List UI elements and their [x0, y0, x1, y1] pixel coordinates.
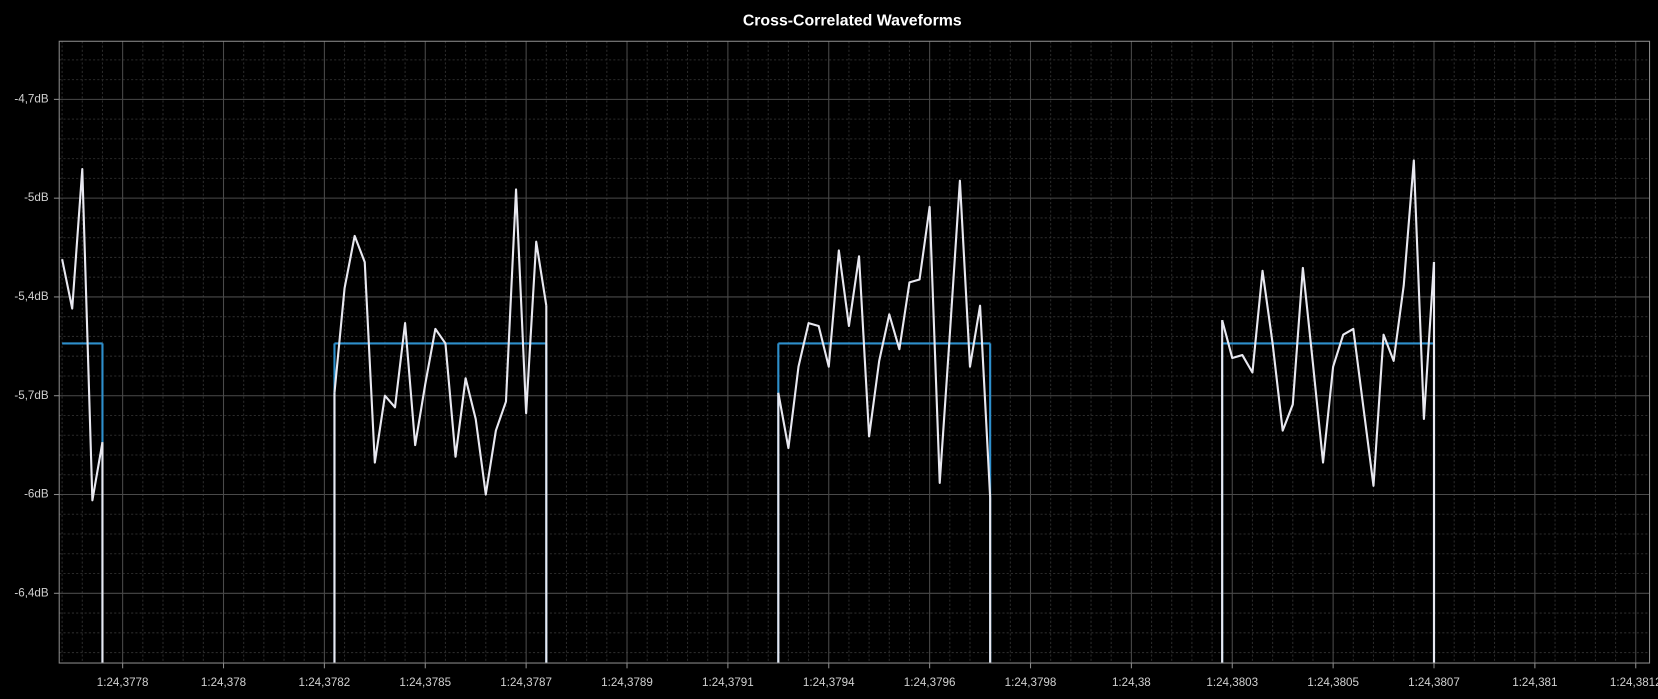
axes: -4,7dB -5dB -5,4dB -5,7dB -6dB -6,4dB 1:24,377… — [14, 92, 1658, 689]
y-tick-label: -5,7dB — [14, 389, 48, 402]
x-tick-label: 1:24,378 — [201, 676, 246, 689]
plot-border — [58, 40, 1651, 664]
x-tick-label: 1:24,3798 — [1005, 676, 1057, 689]
x-tick-label: 1:24,3778 — [97, 676, 149, 689]
x-tick-label: 1:24,38 — [1112, 676, 1151, 689]
grid — [59, 41, 1650, 664]
y-tick-label: -5,4dB — [14, 290, 48, 303]
x-tick-label: 1:24,3794 — [803, 676, 855, 689]
x-tick-label: 1:24,3785 — [399, 676, 451, 689]
series-line — [61, 159, 1436, 502]
y-tick-label: -4,7dB — [14, 92, 48, 105]
x-tick-label: 1:24,381 — [1512, 676, 1557, 689]
x-tick-label: 1:24,3796 — [904, 676, 956, 689]
y-tick-label: -6,4dB — [14, 586, 48, 599]
x-tick-label: 1:24,3787 — [500, 676, 552, 689]
y-tick-label: -5dB — [24, 191, 49, 204]
plot-area — [61, 159, 1436, 664]
x-tick-label: 1:24,3791 — [702, 676, 754, 689]
x-tick-label: 1:24,3782 — [299, 676, 351, 689]
x-tick-label: 1:24,3805 — [1307, 676, 1359, 689]
y-tick-label: -6dB — [24, 488, 49, 501]
x-tick-label: 1:24,3812 — [1610, 676, 1658, 689]
x-tick-label: 1:24,3803 — [1206, 676, 1258, 689]
x-tick-label: 1:24,3789 — [601, 676, 653, 689]
x-tick-label: 1:24,3807 — [1408, 676, 1460, 689]
chart-title: Cross-Correlated Waveforms — [743, 12, 962, 29]
